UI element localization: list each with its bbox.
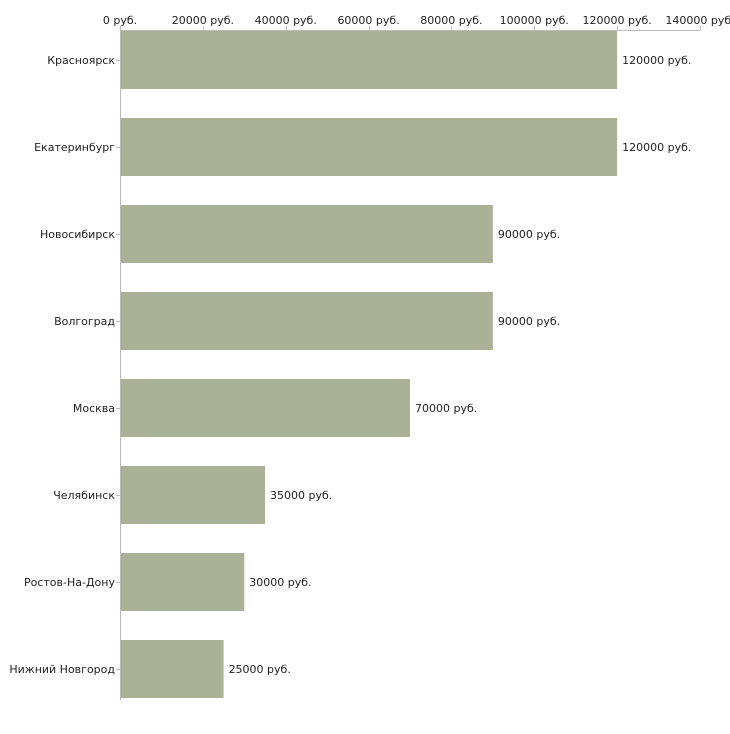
category-label: Волгоград [54, 315, 115, 328]
x-tick-label: 20000 руб. [172, 14, 234, 27]
value-label: 90000 руб. [498, 228, 560, 241]
category-label: Москва [73, 402, 115, 415]
value-label: 25000 руб. [229, 663, 291, 676]
value-label: 35000 руб. [270, 489, 332, 502]
bar [121, 553, 245, 611]
bar [121, 292, 493, 350]
x-tick-label: 40000 руб. [255, 14, 317, 27]
value-label: 120000 руб. [622, 141, 691, 154]
value-label: 70000 руб. [415, 402, 477, 415]
x-axis: 0 руб. 20000 руб. 40000 руб. 60000 руб. 8000… [103, 14, 730, 31]
bar [121, 205, 493, 263]
category-label: Красноярск [47, 54, 115, 67]
value-label: 30000 руб. [249, 576, 311, 589]
bar [121, 640, 224, 698]
bar [121, 118, 618, 176]
x-tick-label: 120000 руб. [583, 14, 652, 27]
value-label: 90000 руб. [498, 315, 560, 328]
category-label: Екатеринбург [34, 141, 115, 154]
x-tick-label: 100000 руб. [500, 14, 569, 27]
category-label: Новосибирск [40, 228, 115, 241]
x-tick-label: 60000 руб. [337, 14, 399, 27]
category-label: Ростов-На-Дону [24, 576, 115, 589]
value-labels: 120000 руб. 120000 руб. 90000 руб. 90000 ру… [229, 54, 692, 676]
bars [121, 31, 618, 698]
y-axis: Красноярск Екатеринбург Новосибирск Волгогр… [9, 30, 121, 700]
category-label: Челябинск [53, 489, 115, 502]
x-tick-label: 0 руб. [103, 14, 137, 27]
bar [121, 31, 618, 89]
category-label: Нижний Новгород [9, 663, 115, 676]
bar [121, 466, 265, 524]
bar [121, 379, 410, 437]
x-tick-label: 80000 руб. [420, 14, 482, 27]
x-tick-label: 140000 руб. [665, 14, 730, 27]
value-label: 120000 руб. [622, 54, 691, 67]
